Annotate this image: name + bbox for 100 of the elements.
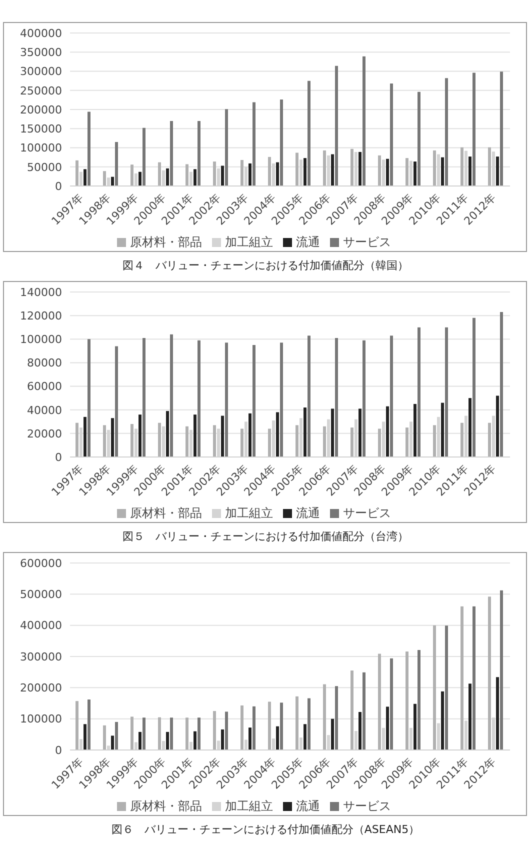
y-tick-label: 250000 bbox=[20, 84, 62, 98]
y-tick-label: 200000 bbox=[20, 682, 62, 695]
bar bbox=[76, 160, 78, 186]
bar bbox=[323, 426, 326, 457]
bar bbox=[158, 717, 161, 750]
bar bbox=[445, 626, 448, 750]
bar bbox=[240, 705, 244, 750]
bar bbox=[472, 318, 476, 457]
bar bbox=[304, 724, 306, 750]
bar bbox=[488, 596, 491, 750]
bar bbox=[414, 404, 416, 457]
bar bbox=[296, 425, 298, 457]
legend-label: サービス bbox=[343, 799, 391, 813]
bar bbox=[194, 731, 196, 750]
bar bbox=[221, 416, 224, 457]
y-tick-label: 600000 bbox=[20, 556, 62, 570]
bar bbox=[445, 78, 448, 186]
bar bbox=[460, 422, 464, 457]
bar bbox=[296, 696, 298, 750]
bar bbox=[76, 701, 78, 750]
bar bbox=[468, 398, 472, 457]
bar bbox=[406, 158, 408, 186]
y-tick-label: 40000 bbox=[27, 404, 62, 417]
bar bbox=[308, 80, 310, 186]
bar bbox=[158, 422, 161, 457]
bar bbox=[198, 120, 200, 186]
bar bbox=[268, 702, 271, 750]
bar bbox=[138, 732, 142, 750]
bar bbox=[350, 428, 354, 457]
bar bbox=[103, 725, 106, 750]
legend-label: 原材料・部品 bbox=[130, 506, 202, 520]
bar bbox=[166, 168, 169, 186]
bar bbox=[225, 712, 228, 750]
bar bbox=[248, 413, 252, 457]
bar bbox=[441, 157, 444, 186]
bar bbox=[198, 340, 200, 457]
bar bbox=[280, 702, 283, 750]
bar bbox=[460, 147, 464, 186]
y-tick-label: 300000 bbox=[20, 65, 62, 78]
caption: 図５ バリュー・チェーンにおける付加価値配分（台湾） bbox=[122, 529, 410, 545]
bar bbox=[500, 590, 503, 750]
y-tick-label: 350000 bbox=[20, 46, 62, 60]
bar bbox=[296, 152, 298, 186]
bar bbox=[276, 412, 279, 457]
bar bbox=[84, 724, 86, 750]
bar bbox=[433, 150, 436, 186]
bar bbox=[468, 156, 472, 186]
bar bbox=[170, 718, 173, 750]
bar bbox=[304, 158, 306, 186]
bar bbox=[362, 340, 366, 457]
bar bbox=[194, 414, 196, 457]
y-tick-label: 140000 bbox=[20, 286, 62, 299]
bar bbox=[166, 732, 169, 750]
bar bbox=[221, 729, 224, 750]
bar bbox=[252, 706, 256, 750]
bar bbox=[186, 164, 188, 186]
y-tick-label: 400000 bbox=[20, 26, 62, 40]
bar bbox=[445, 327, 448, 457]
bar bbox=[252, 345, 256, 457]
bar bbox=[76, 422, 78, 457]
bar bbox=[84, 416, 86, 457]
bar bbox=[335, 686, 338, 750]
bar bbox=[308, 698, 310, 750]
bar bbox=[362, 672, 366, 750]
bar bbox=[213, 425, 216, 457]
bar bbox=[158, 162, 161, 186]
bar bbox=[186, 718, 188, 750]
bar bbox=[276, 726, 279, 750]
bar bbox=[358, 152, 362, 186]
y-tick-label: 500000 bbox=[20, 588, 62, 602]
bar bbox=[248, 728, 252, 750]
bar bbox=[213, 162, 216, 186]
bar bbox=[418, 92, 420, 186]
bar bbox=[166, 411, 169, 457]
bar bbox=[358, 712, 362, 750]
legend-label: 原材料・部品 bbox=[130, 235, 202, 249]
bar bbox=[433, 625, 436, 750]
legend-label: 原材料・部品 bbox=[130, 799, 202, 813]
bar bbox=[252, 102, 256, 186]
bar bbox=[496, 156, 499, 186]
y-tick-label: 100000 bbox=[20, 712, 62, 726]
bar bbox=[225, 109, 228, 186]
y-tick-label: 150000 bbox=[20, 122, 62, 136]
caption: 図４ バリュー・チェーンにおける付加価値配分（韓国） bbox=[122, 258, 410, 274]
bar bbox=[350, 670, 354, 750]
bar bbox=[390, 658, 393, 750]
bar bbox=[88, 339, 90, 457]
y-tick-label: 100000 bbox=[20, 333, 62, 346]
bar bbox=[418, 327, 420, 457]
legend-label: サービス bbox=[343, 235, 391, 249]
y-tick-label: 20000 bbox=[27, 427, 62, 440]
bar bbox=[240, 160, 244, 186]
bar bbox=[488, 147, 491, 186]
bar bbox=[248, 163, 252, 186]
y-tick-label: 50000 bbox=[27, 160, 62, 174]
bar bbox=[225, 342, 228, 457]
y-tick-label: 60000 bbox=[27, 380, 62, 394]
bar bbox=[500, 72, 503, 186]
bar bbox=[378, 428, 381, 457]
bar bbox=[240, 428, 244, 457]
